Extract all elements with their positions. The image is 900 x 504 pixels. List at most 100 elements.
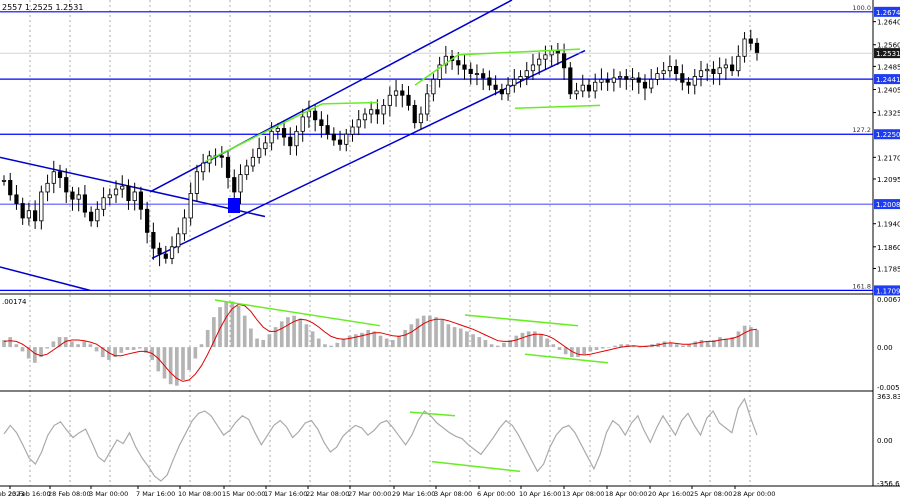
macd-histogram-bar (51, 341, 56, 348)
macd-histogram-bar (526, 331, 531, 348)
candle-body (1, 180, 7, 182)
grid (0, 0, 900, 487)
candle-body (586, 84, 592, 92)
candle-body (244, 165, 249, 176)
price-tick-label: 1.2170 (877, 154, 900, 162)
macd-histogram-bar (279, 321, 284, 348)
macd-histogram-bar (205, 329, 210, 348)
time-tick-label: 28 Apr 00:00 (733, 490, 775, 498)
candle-body (599, 78, 604, 83)
macd-histogram-bar (39, 347, 43, 358)
candle-body (76, 194, 81, 200)
candle-body (14, 194, 19, 204)
time-tick-label: 7 Mar 16:00 (136, 490, 175, 498)
macd-histogram-bar (588, 347, 593, 352)
candle-body (425, 93, 430, 115)
level-label: 1.2441 (876, 76, 900, 84)
macd-histogram-bar (724, 338, 728, 348)
macd-divergence-line (524, 353, 609, 364)
macd-histogram-bar (255, 338, 259, 348)
candle-body (642, 81, 648, 89)
macd-signal-line (3, 303, 758, 382)
macd-histogram-bar (539, 334, 543, 348)
candle-body (412, 104, 417, 124)
candle-body (263, 142, 268, 150)
macd-histogram-bar (458, 328, 463, 348)
candle-body (132, 191, 137, 202)
candle-body (561, 53, 567, 69)
macd-histogram-bar (273, 327, 278, 348)
candle-body (680, 73, 685, 83)
time-tick-label: 17 Mar 16:00 (264, 490, 307, 498)
macd-histogram-bar (107, 347, 111, 360)
macd-histogram-bar (699, 339, 704, 348)
price-tick-label: 1.2095 (877, 176, 900, 184)
macd-histogram-bar (45, 347, 50, 349)
candle-body (406, 94, 411, 106)
macd-histogram-bar (137, 347, 142, 349)
candle-body (661, 70, 666, 75)
candlesticks (1, 29, 760, 267)
time-tick-label: 25 Apr 08:00 (690, 490, 732, 498)
macd-histogram-bar (434, 317, 438, 348)
macd-histogram-bar (372, 331, 377, 348)
macd-histogram-bar (637, 347, 642, 348)
macd-histogram-bar (144, 347, 148, 353)
candle-body (537, 58, 542, 66)
macd-histogram-bar (366, 329, 370, 348)
macd-histogram-bar (563, 347, 568, 355)
macd-histogram-bar (88, 344, 93, 348)
candle-body (543, 54, 548, 60)
cci-line (3, 397, 758, 482)
cci-divergence-line (409, 411, 456, 417)
level-label: 1.2250 (876, 131, 900, 139)
time-tick-label: 20 Feb 2023 (0, 490, 24, 498)
candle-body (113, 188, 119, 196)
cci-tick-label: -356.67 (877, 480, 900, 488)
macd-histogram-bar (471, 334, 475, 348)
macd-histogram-bar (489, 344, 494, 348)
macd-histogram-bar (76, 344, 80, 348)
candle-body (736, 55, 741, 72)
macd-histogram-bar (619, 344, 624, 348)
candle-body (462, 64, 467, 70)
candle-body (120, 185, 125, 190)
macd-histogram-bar (613, 345, 617, 348)
macd-histogram-bar (298, 318, 303, 348)
candle-body (300, 116, 305, 132)
time-tick-label: 10 Apr 16:00 (519, 490, 561, 498)
candle-body (611, 77, 616, 83)
macd-histogram-bar (594, 347, 599, 350)
macd-histogram-bar (94, 347, 99, 352)
candle-body (742, 38, 747, 57)
macd-histogram-bar (465, 331, 469, 348)
fib-label: 100.0 (852, 4, 871, 12)
macd-histogram-bar (230, 301, 235, 348)
candle-body (431, 78, 436, 95)
candle-body (313, 110, 318, 121)
macd-histogram-bar (267, 334, 272, 348)
candle-body (655, 73, 660, 80)
ohlc-header: 2557 1.2525 1.2531 (2, 3, 83, 12)
candle-body (487, 77, 492, 86)
candle-body (325, 125, 330, 135)
time-tick-label: 18 Apr 00:00 (605, 490, 647, 498)
candle-body (344, 133, 349, 145)
candle-body (481, 73, 486, 79)
divergence-line (414, 54, 459, 86)
price-axis: 1.2640 1.2560 1.2485 1.2405 1.2325 1.2170 1.20… (0, 19, 900, 273)
candle-body (331, 133, 336, 141)
macd-histogram-bar (409, 324, 414, 348)
level-label-bg (874, 6, 900, 17)
macd-histogram-bar (705, 341, 710, 348)
trend-channels (0, 0, 586, 292)
macd-histogram-bar (212, 317, 216, 348)
candle-body (82, 194, 87, 213)
macd-histogram-bar (100, 347, 105, 358)
time-tick-label: 6 Apr 00:00 (477, 490, 515, 498)
candle-body (281, 128, 287, 138)
macd-tick-label: 0.00 (877, 344, 893, 352)
macd-histogram-bar (730, 337, 735, 348)
